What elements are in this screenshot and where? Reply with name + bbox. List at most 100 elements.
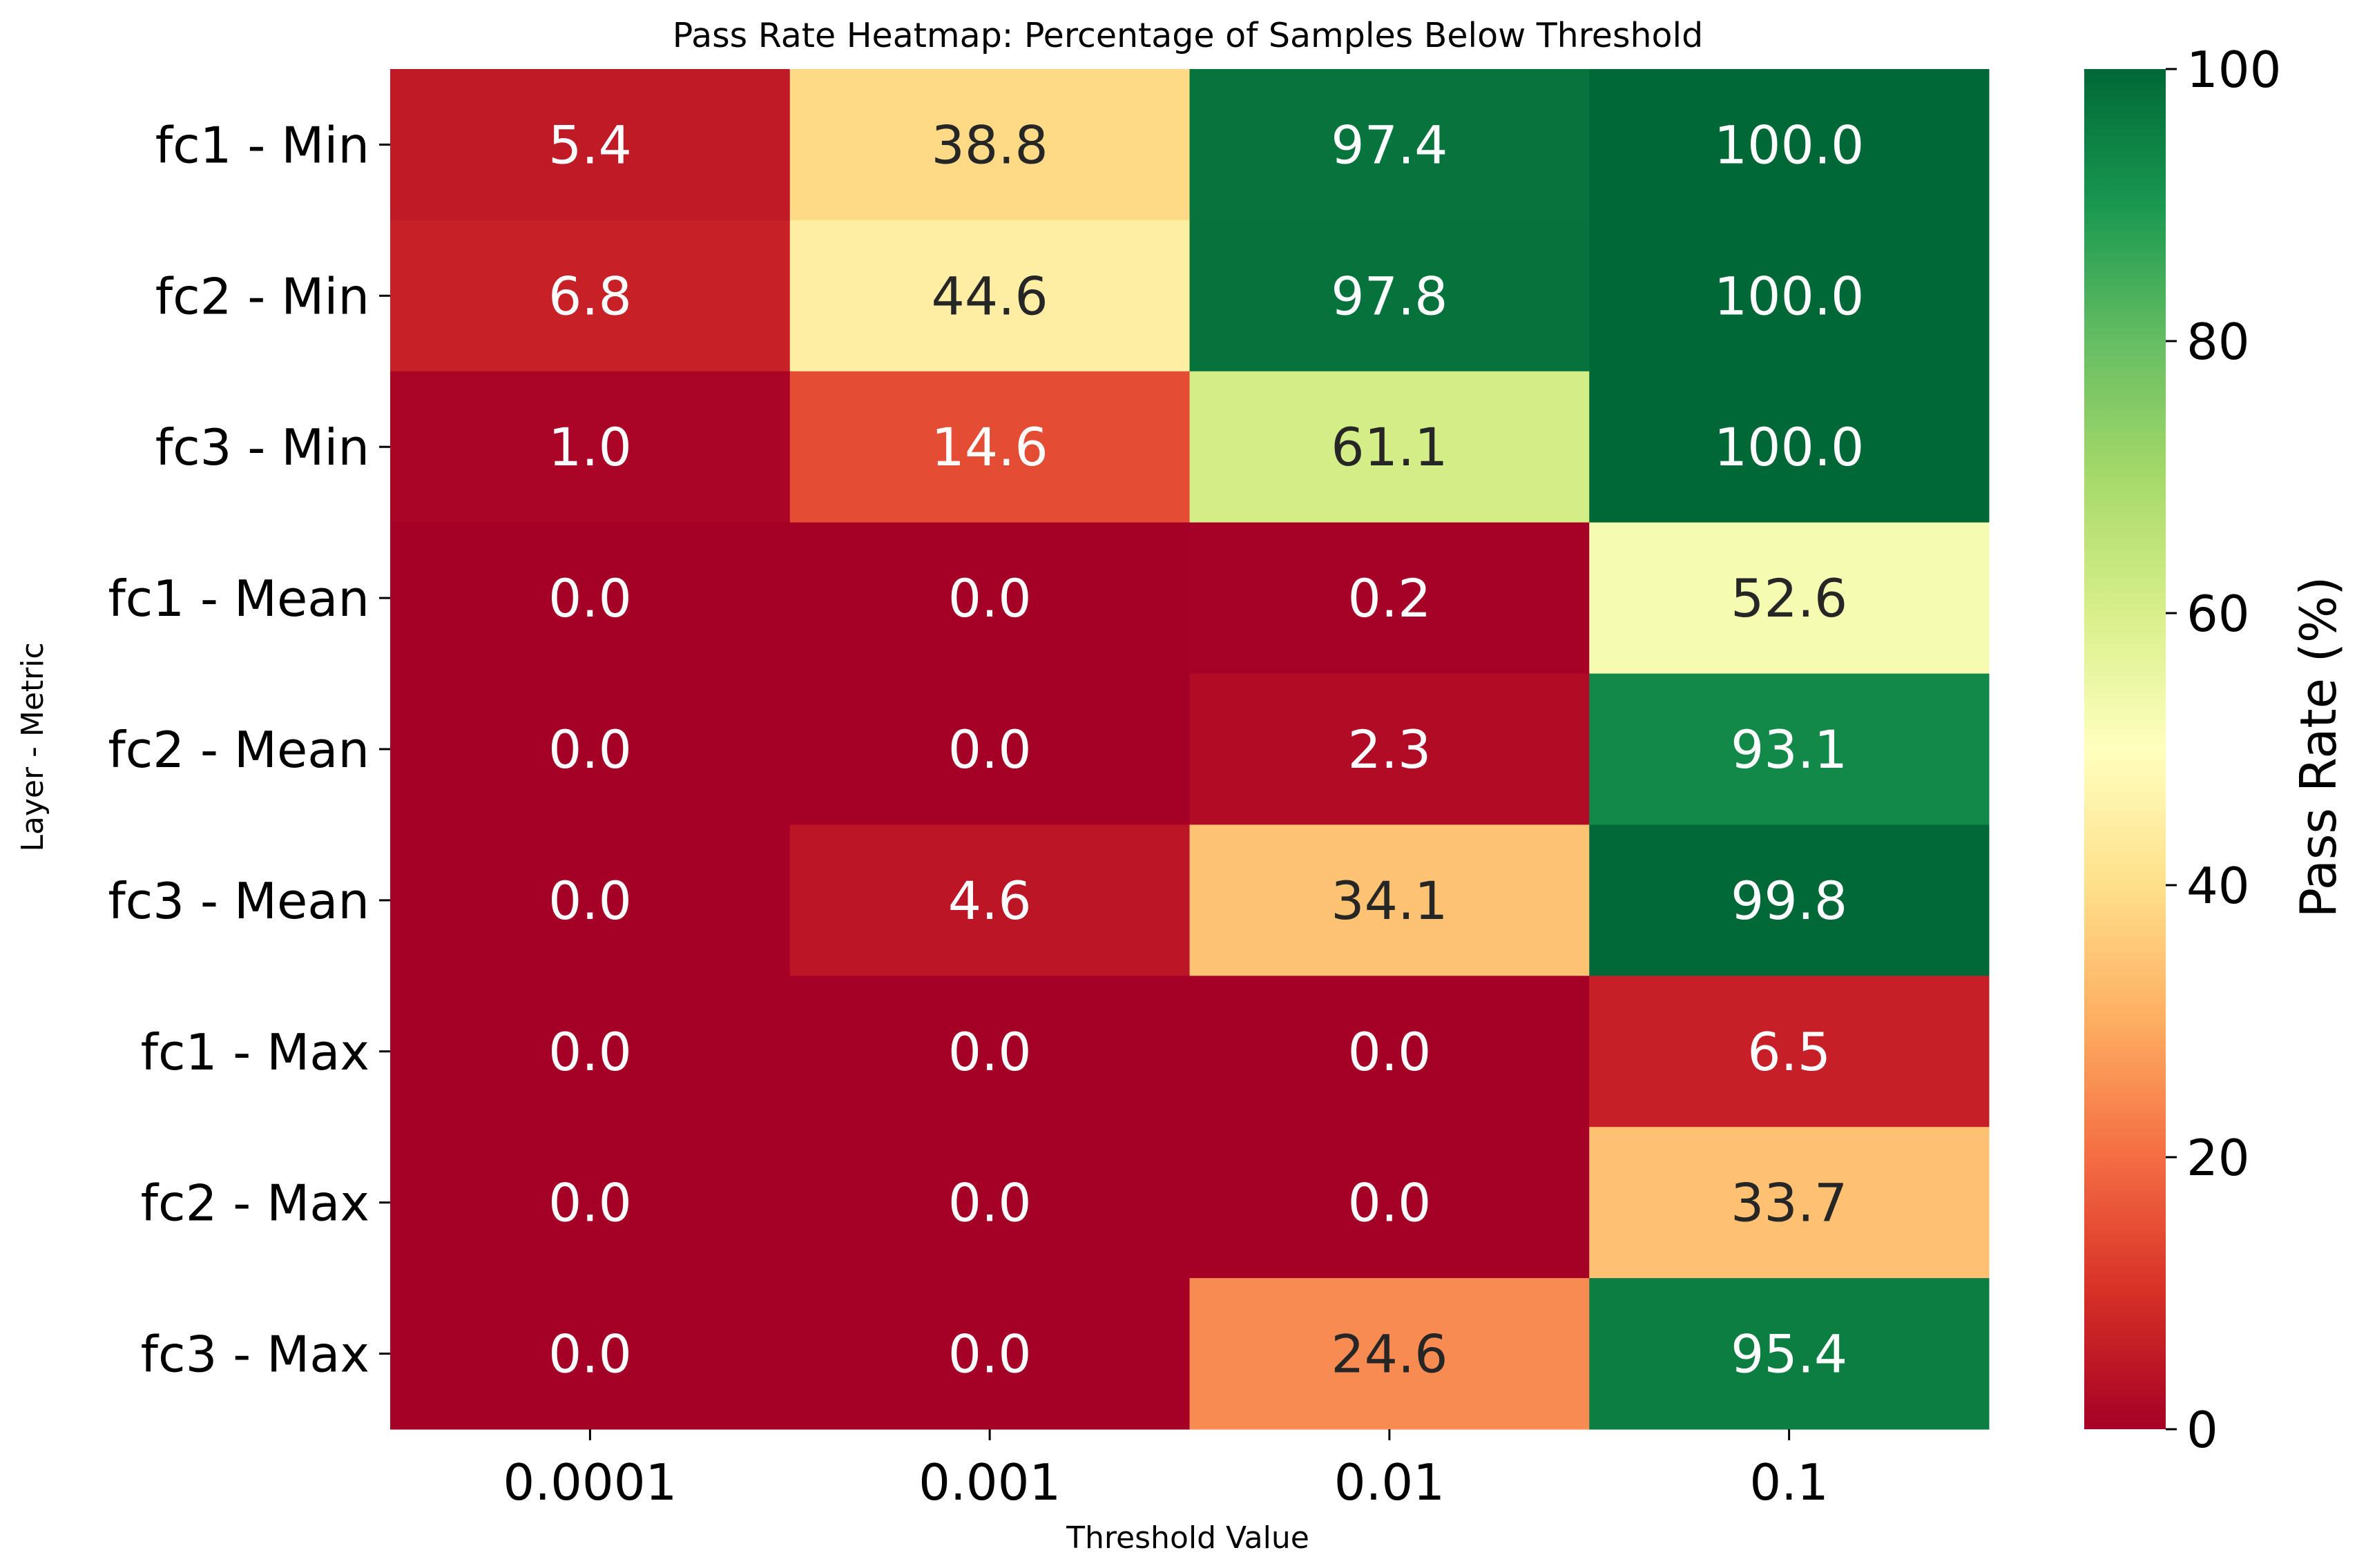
cell-value-label: 0.0 [948,1324,1032,1385]
colorbar-tick-label: 40 [2186,857,2250,915]
colorbar-gradient [2084,69,2166,1429]
cell-value-label: 0.0 [948,568,1032,629]
cell-value-label: 0.0 [548,1324,632,1385]
heatmap-cell [1589,1127,1990,1279]
heatmap-cell [390,673,791,825]
colorbar-ticks: 0 20 40 60 80 100 [2166,41,2281,1459]
colorbar-label: Pass Rate (%) [2289,577,2347,918]
cell-value-label: 38.8 [932,114,1048,175]
colorbar: 0 20 40 60 80 100 Pass Rate (%) [2084,41,2347,1459]
heatmap-cell [789,220,1190,372]
cell-value-label: 44.6 [932,265,1048,327]
cell-value-label: 100.0 [1714,265,1865,327]
x-tick-label: 0.0001 [503,1453,677,1511]
heatmap-cell [1589,220,1990,372]
heatmap-cell [390,824,791,976]
heatmap-cell [789,69,1190,221]
cell-value-label: 14.6 [932,416,1048,478]
heatmap-cell [1189,1127,1590,1279]
colorbar-tick-label: 20 [2186,1129,2250,1187]
heatmap-cell [390,976,791,1127]
cell-value-label: 0.0 [548,568,632,629]
heatmap-cell [1589,522,1990,675]
heatmap-cell [390,371,791,523]
cell-value-label: 33.7 [1731,1172,1847,1234]
heatmap-cell [789,673,1190,825]
heatmap-cell [1189,824,1590,976]
heatmap-cell [789,371,1190,523]
y-tick-label: fc3 - Mean [108,872,369,930]
x-tick-label: 0.001 [918,1453,1061,1511]
cell-value-label: 4.6 [948,870,1032,931]
cell-value-label: 34.1 [1331,870,1448,931]
cell-value-label: 100.0 [1714,416,1865,478]
y-tick-label: fc2 - Max [141,1174,369,1232]
y-tick-label: fc2 - Min [155,267,369,325]
heatmap-cells [390,69,1990,1430]
heatmap-cell [1589,824,1990,976]
cell-value-label: 0.0 [1347,1172,1431,1234]
cell-value-label: 97.8 [1331,265,1448,327]
heatmap-cell [390,220,791,372]
heatmap-cell [789,1278,1190,1430]
heatmap-cell [390,522,791,675]
x-axis: 0.0001 0.001 0.01 0.1 [503,1429,1829,1511]
heatmap-cell [390,1278,791,1430]
heatmap-cell [789,522,1190,675]
heatmap-cell [789,1127,1190,1279]
cell-value-label: 0.0 [548,1021,632,1083]
y-axis: fc1 - Min fc2 - Min fc3 - Min fc1 - Mean fc2… [108,116,390,1384]
heatmap-cell [1589,69,1990,221]
cell-value-label: 6.5 [1747,1021,1831,1083]
y-tick-label: fc1 - Mean [108,570,369,628]
heatmap-cell [1589,673,1990,825]
y-axis-title: Layer - Metric [15,642,50,851]
heatmap-cell [1189,220,1590,372]
chart-title: Pass Rate Heatmap: Percentage of Samples… [673,16,1703,55]
heatmap-cell [1589,371,1990,523]
cell-value-labels: 5.4 38.8 97.4 100.0 6.8 44.6 97.8 100.0 1.0 14.6 6… [548,114,1864,1384]
x-axis-title: Threshold Value [1066,1520,1309,1556]
cell-value-label: 0.0 [1347,1021,1431,1083]
cell-value-label: 0.0 [548,719,632,780]
y-tick-label: fc1 - Max [141,1023,369,1081]
cell-value-label: 24.6 [1331,1324,1448,1385]
cell-value-label: 52.6 [1731,568,1847,629]
colorbar-tick-label: 0 [2186,1401,2218,1459]
heatmap-cell [789,824,1190,976]
x-tick-label: 0.1 [1749,1453,1829,1511]
heatmap-cell [1189,673,1590,825]
cell-value-label: 0.2 [1347,568,1431,629]
cell-value-label: 61.1 [1331,416,1448,478]
y-tick-label: fc1 - Min [155,116,369,174]
cell-value-label: 95.4 [1731,1324,1847,1385]
cell-value-label: 0.0 [948,719,1032,780]
cell-value-label: 5.4 [548,114,632,175]
x-tick-label: 0.01 [1334,1453,1445,1511]
colorbar-tick-label: 100 [2186,41,2281,99]
colorbar-tick-label: 80 [2186,313,2250,371]
y-tick-label: fc3 - Max [141,1326,369,1384]
heatmap-cell [1589,1278,1990,1430]
cell-value-label: 2.3 [1347,719,1431,780]
heatmap-cell [1189,69,1590,221]
heatmap-cell [1189,1278,1590,1430]
heatmap-cell [1189,976,1590,1127]
cell-value-label: 0.0 [548,870,632,931]
heatmap-cell [1589,976,1990,1127]
heatmap-cell [390,1127,791,1279]
y-tick-label: fc3 - Min [155,418,369,476]
cell-value-label: 0.0 [548,1172,632,1234]
y-tick-label: fc2 - Mean [108,721,369,779]
cell-value-label: 6.8 [548,265,632,327]
cell-value-label: 97.4 [1331,114,1448,175]
heatmap-cell [1189,371,1590,523]
cell-value-label: 1.0 [548,416,632,478]
cell-value-label: 99.8 [1731,870,1847,931]
cell-value-label: 0.0 [948,1021,1032,1083]
heatmap-cell [789,976,1190,1127]
cell-value-label: 0.0 [948,1172,1032,1234]
heatmap-cell [1189,522,1590,675]
